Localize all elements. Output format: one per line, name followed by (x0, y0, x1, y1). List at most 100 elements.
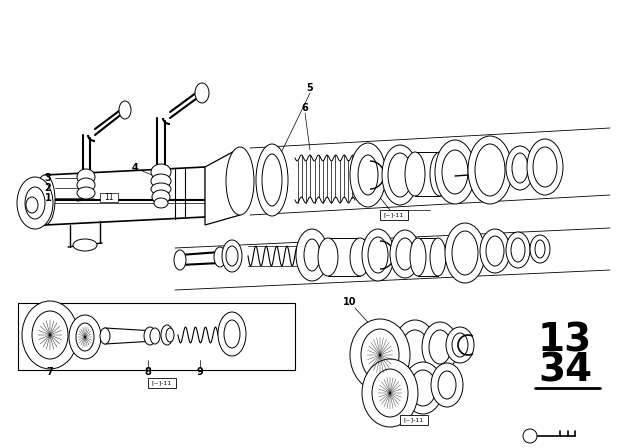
Ellipse shape (304, 239, 320, 271)
Ellipse shape (100, 328, 110, 344)
Ellipse shape (396, 238, 414, 270)
Bar (418, 238, 438, 276)
Ellipse shape (527, 139, 563, 195)
Ellipse shape (390, 230, 420, 278)
Ellipse shape (368, 237, 388, 273)
Ellipse shape (431, 363, 463, 407)
Ellipse shape (154, 198, 168, 208)
Ellipse shape (486, 236, 504, 266)
Ellipse shape (435, 140, 475, 204)
Text: 5: 5 (307, 83, 314, 93)
Ellipse shape (222, 240, 242, 272)
Ellipse shape (410, 238, 426, 276)
Text: 34: 34 (538, 351, 592, 389)
Ellipse shape (442, 150, 468, 194)
Ellipse shape (445, 223, 485, 283)
Text: 8: 8 (145, 367, 152, 377)
Ellipse shape (410, 370, 436, 406)
Ellipse shape (17, 177, 53, 229)
Ellipse shape (362, 359, 418, 427)
Bar (380, 210, 408, 220)
Ellipse shape (77, 169, 95, 185)
Ellipse shape (422, 322, 458, 372)
Ellipse shape (430, 152, 450, 196)
Ellipse shape (144, 327, 156, 345)
Ellipse shape (429, 330, 451, 364)
Text: [~]-11: [~]-11 (384, 212, 404, 217)
Ellipse shape (511, 238, 525, 262)
Ellipse shape (506, 232, 530, 268)
Text: 6: 6 (301, 103, 308, 113)
Text: [~]-11: [~]-11 (152, 380, 172, 385)
Ellipse shape (452, 231, 478, 275)
Ellipse shape (430, 238, 446, 276)
Ellipse shape (226, 246, 238, 266)
Ellipse shape (25, 187, 45, 219)
Ellipse shape (32, 311, 68, 359)
Ellipse shape (382, 145, 418, 205)
Ellipse shape (401, 330, 429, 370)
Ellipse shape (452, 333, 468, 357)
Ellipse shape (224, 320, 240, 348)
Ellipse shape (350, 238, 370, 276)
Ellipse shape (468, 136, 512, 204)
Bar (415, 152, 440, 196)
Text: [~]-11: [~]-11 (404, 418, 424, 422)
Bar (148, 378, 176, 388)
Ellipse shape (161, 325, 173, 345)
Text: 13: 13 (538, 321, 592, 359)
Text: 7: 7 (47, 367, 53, 377)
Ellipse shape (372, 369, 408, 417)
Text: 2: 2 (45, 183, 51, 193)
Ellipse shape (166, 328, 174, 342)
Ellipse shape (256, 144, 288, 216)
Ellipse shape (119, 101, 131, 119)
Ellipse shape (393, 320, 437, 380)
Ellipse shape (388, 153, 412, 197)
Ellipse shape (76, 323, 94, 351)
Ellipse shape (174, 250, 186, 270)
Text: 3: 3 (45, 173, 51, 183)
Bar (400, 415, 428, 425)
Ellipse shape (77, 178, 95, 192)
Ellipse shape (530, 235, 550, 263)
Ellipse shape (533, 147, 557, 187)
Ellipse shape (69, 315, 101, 359)
Ellipse shape (26, 197, 38, 213)
Ellipse shape (195, 83, 209, 103)
Ellipse shape (506, 146, 534, 190)
Text: 1: 1 (45, 193, 51, 203)
Text: 9: 9 (196, 367, 204, 377)
Ellipse shape (150, 328, 160, 344)
Ellipse shape (405, 152, 425, 196)
Ellipse shape (350, 143, 386, 207)
Ellipse shape (480, 229, 510, 273)
Ellipse shape (151, 164, 171, 180)
Ellipse shape (318, 238, 338, 276)
Ellipse shape (262, 154, 282, 206)
Bar (100, 193, 118, 202)
Ellipse shape (512, 153, 528, 183)
Ellipse shape (35, 175, 55, 225)
Bar (328, 238, 360, 276)
Ellipse shape (214, 247, 226, 267)
Bar (18, 303, 295, 370)
Ellipse shape (73, 239, 97, 251)
Ellipse shape (358, 155, 378, 195)
Ellipse shape (446, 327, 474, 363)
Ellipse shape (218, 312, 246, 356)
Text: 11: 11 (104, 193, 114, 202)
Ellipse shape (523, 429, 537, 443)
Ellipse shape (535, 240, 545, 258)
Ellipse shape (362, 229, 394, 281)
Ellipse shape (226, 147, 254, 215)
Ellipse shape (350, 319, 410, 391)
Ellipse shape (403, 362, 443, 414)
Ellipse shape (151, 183, 171, 195)
Ellipse shape (438, 371, 456, 399)
Text: 10: 10 (343, 297, 356, 307)
Ellipse shape (475, 144, 505, 196)
Text: 4: 4 (132, 163, 138, 173)
Ellipse shape (151, 174, 171, 188)
Ellipse shape (77, 187, 95, 199)
